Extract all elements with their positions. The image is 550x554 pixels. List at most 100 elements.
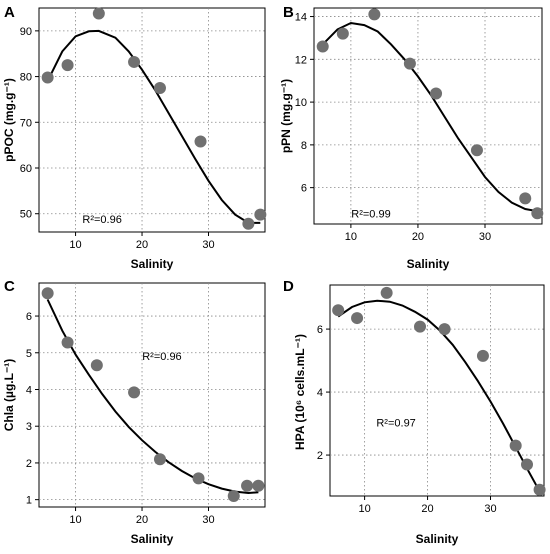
panel-d-data-point: [533, 483, 546, 496]
panel-b: B 10 20 30 6 8 10 12 14 Salinity pPN (mg.g⁻¹) R…: [279, 4, 544, 271]
panel-b-data-point: [403, 57, 416, 70]
panel-a-y-tick-label: 70: [20, 117, 32, 129]
panel-a-fit-curve: [46, 29, 261, 224]
panel-d-data-point: [414, 320, 427, 333]
panel-d-plot-frame: [329, 284, 545, 497]
panel-c-x-tick-label: 30: [202, 514, 214, 526]
panel-c-data-point: [41, 287, 54, 300]
panel-c-label: C: [4, 278, 15, 295]
panel-a-label: A: [4, 4, 15, 21]
panel-a-data-point: [242, 217, 255, 230]
panel-a-gridlines: [39, 8, 265, 232]
panel-c-data-point: [61, 336, 74, 349]
panel-d-data-point: [332, 304, 345, 317]
panel-d-y-tick-label: 2: [317, 450, 323, 462]
panel-a-y-tick-label: 60: [20, 163, 32, 175]
panel-a-data-point: [61, 59, 74, 72]
panel-c-y-tick-label: 1: [26, 495, 32, 507]
panel-b-data-point: [430, 87, 443, 100]
panel-a-fit: [46, 29, 261, 224]
panel-c-y-tick-label: 6: [26, 311, 32, 323]
panel-d-data-point: [380, 286, 393, 299]
panel-c-data-point: [90, 359, 103, 372]
panel-c-data-point: [128, 386, 141, 399]
panel-d-x-tick-label: 30: [484, 503, 496, 515]
panel-b-y-tick-label: 8: [301, 140, 307, 152]
panel-b-data-point: [531, 207, 544, 220]
panel-a-ticks: 10 20 30 50 60 70 80 90: [20, 26, 215, 251]
panel-b-x-tick-label: 20: [412, 231, 424, 243]
panel-b-r-squared-annotation: R²=0.99: [351, 209, 390, 221]
panel-b-points: [316, 8, 544, 220]
panel-b-fit-curve: [321, 21, 538, 213]
panel-c-y-axis-label: Chla (µg.L⁻¹): [2, 359, 16, 432]
panel-b-label: B: [283, 4, 294, 21]
panel-a-x-axis-label: Salinity: [131, 257, 174, 271]
panel-c-ticks: 10 20 30 1 2 3 4 5 6: [26, 311, 215, 526]
panel-d: D 10 20 30 2 4 6 Salinity HPA (10⁶ cells.mL⁻¹…: [283, 278, 546, 546]
panel-a-x-tick-label: 20: [136, 239, 148, 251]
panel-c-y-tick-label: 2: [26, 458, 32, 470]
panel-b-gridlines: [314, 8, 542, 224]
panel-d-y-tick-label: 4: [317, 387, 323, 399]
panel-b-plot-frame: [313, 7, 543, 225]
panel-a: A 10 20 30 50 60 70 80 90 Salinity pPOC (mg.g⁻¹…: [2, 4, 267, 271]
panel-a-x-tick-label: 30: [202, 239, 214, 251]
panel-c-y-tick-label: 5: [26, 348, 32, 360]
panel-a-r-squared-annotation: R²=0.96: [82, 214, 121, 226]
panel-d-y-axis-label: HPA (10⁶ cells.mL⁻¹): [293, 334, 307, 450]
panel-a-y-tick-label: 90: [20, 26, 32, 38]
panel-b-data-point: [519, 192, 532, 205]
panel-c-r-squared-annotation: R²=0.96: [142, 351, 181, 363]
panel-d-data-point: [351, 312, 364, 325]
panel-b-fit: [321, 21, 538, 213]
panel-d-r-squared-annotation: R²=0.97: [376, 418, 415, 430]
panel-b-y-tick-label: 10: [295, 97, 307, 109]
panel-b-x-tick-label: 30: [479, 231, 491, 243]
panel-c-data-point: [252, 479, 265, 492]
panel-a-points: [41, 7, 267, 230]
panel-c-y-tick-label: 4: [26, 384, 32, 396]
panel-a-data-point: [128, 55, 141, 68]
panel-c-points: [41, 287, 265, 502]
panel-c-data-point: [153, 453, 166, 466]
panel-d-label: D: [283, 278, 294, 295]
panel-a-y-tick-label: 50: [20, 209, 32, 221]
panel-b-y-tick-label: 14: [295, 12, 307, 24]
panel-d-x-tick-label: 10: [358, 503, 370, 515]
panel-a-data-point: [92, 7, 105, 20]
panel-c-fit: [46, 299, 259, 495]
panel-b-data-point: [336, 27, 349, 40]
panel-c-x-tick-label: 20: [136, 514, 148, 526]
panel-c: C 10 20 30 1 2 3 4 5 6 Salinity Chla (µg.L⁻¹) R²…: [2, 278, 266, 546]
panel-d-y-tick-label: 6: [317, 324, 323, 336]
panel-b-y-axis-label: pPN (mg.g⁻¹): [279, 79, 293, 153]
panel-a-data-point: [153, 82, 166, 94]
panel-b-x-axis-label: Salinity: [407, 257, 450, 271]
panel-b-data-point: [368, 8, 381, 21]
panel-c-fit-curve: [46, 299, 259, 495]
panel-b-y-tick-label: 6: [301, 183, 307, 195]
panel-a-plot-frame: [38, 7, 266, 233]
panel-b-ticks: 10 20 30 6 8 10 12 14: [295, 12, 491, 243]
panel-d-points: [332, 286, 546, 496]
panel-a-x-tick-label: 10: [69, 239, 81, 251]
panel-d-data-point: [509, 439, 522, 452]
panel-d-x-tick-label: 20: [421, 503, 433, 515]
panel-a-y-axis-label: pPOC (mg.g⁻¹): [2, 78, 16, 162]
panel-c-x-tick-label: 10: [69, 514, 81, 526]
panel-c-plot-frame: [38, 282, 266, 508]
panel-d-ticks: 10 20 30 2 4 6: [317, 324, 497, 515]
panel-d-data-point: [476, 349, 489, 362]
panel-a-data-point: [254, 208, 267, 221]
panel-c-data-point: [241, 479, 254, 492]
panel-d-data-point: [521, 458, 534, 471]
panel-a-data-point: [194, 135, 207, 148]
panel-c-data-point: [227, 489, 240, 502]
panel-c-data-point: [192, 472, 205, 485]
panel-c-gridlines: [39, 283, 265, 507]
panel-b-data-point: [470, 144, 483, 157]
panel-b-x-tick-label: 10: [345, 231, 357, 243]
